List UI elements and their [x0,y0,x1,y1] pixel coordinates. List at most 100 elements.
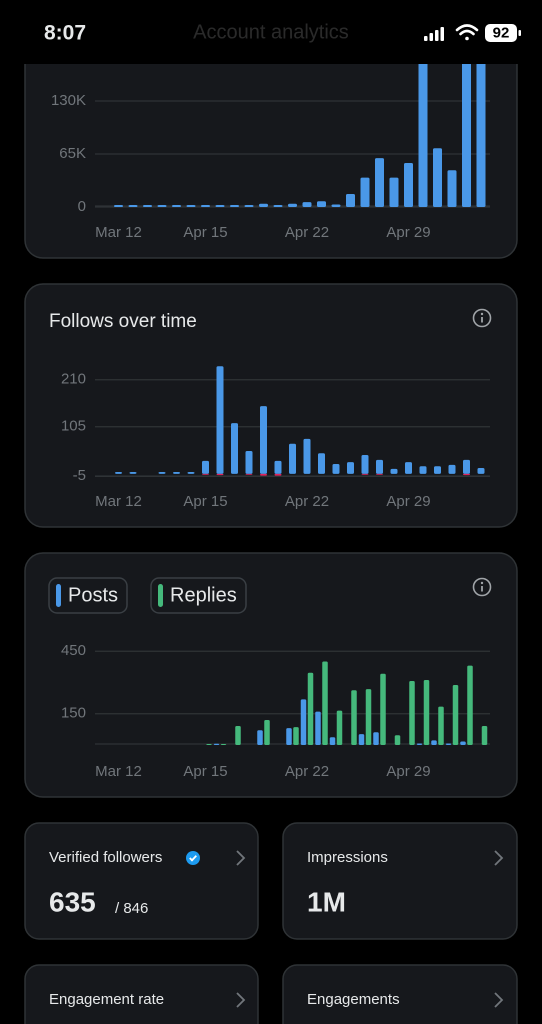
bar [418,48,428,207]
bar [244,204,254,207]
x-tick-label: Apr 22 [285,493,329,510]
bar [274,473,282,476]
bar [433,148,442,207]
legend-pill[interactable] [48,577,128,614]
verified-badge [186,851,200,865]
bar [220,743,227,745]
bar [245,473,253,475]
bar [448,464,456,474]
bar [230,204,239,207]
bar [361,454,369,474]
bar [416,743,423,745]
bar [376,459,383,474]
stat-label: Engagements [307,991,400,1008]
bar [216,366,224,474]
x-tick-label: Apr 29 [386,763,430,780]
bar [235,726,241,745]
bar [202,473,209,475]
bar [419,466,427,474]
x-tick-label: Apr 29 [386,493,430,510]
stat-card[interactable] [24,822,259,940]
bar [336,710,343,745]
battery-icon [485,24,517,42]
bar [361,473,369,475]
bar [273,204,283,207]
bar [300,699,307,745]
x-tick-label: Apr 15 [183,493,227,510]
bar [394,735,401,745]
bar [293,727,299,745]
legend-swatch [56,584,61,607]
stat-total: / 846 [115,900,148,917]
bar [173,472,180,474]
bar [329,737,336,745]
info-icon[interactable] [472,577,492,597]
chevron [494,992,504,1008]
battery-tip [518,30,521,36]
bar [481,726,488,745]
bar [187,472,195,474]
bar [365,689,372,745]
stat-label: Verified followers [49,849,162,866]
legend-swatch [158,584,163,607]
bar [431,740,437,745]
bar [274,460,282,474]
bar [172,204,181,207]
bar [477,467,485,474]
bar [245,450,253,474]
bar [405,462,412,474]
x-tick-label: Mar 12 [95,763,142,780]
x-tick-label: Apr 29 [386,224,430,241]
bar [452,685,459,745]
bar [346,193,355,207]
y-tick-label: -5 [73,467,86,484]
bar [115,472,122,474]
bar [476,48,486,207]
stat-card[interactable] [282,964,518,1024]
bar [303,438,311,474]
bar [376,473,383,475]
battery-level: 92 [493,24,510,41]
y-tick-label: 65K [59,145,86,162]
chevron [236,850,246,866]
wifi-icon [455,24,479,41]
bar [467,665,473,745]
x-tick-label: Mar 12 [95,493,142,510]
stat-card[interactable] [24,964,259,1024]
bar [434,466,441,474]
y-tick-label: 210 [61,371,86,388]
bar [288,203,297,207]
legend-label: Replies [170,584,237,606]
plots: 0 65K 130K Mar 12 Apr 15 Apr 22 Apr 29 -5 105 210… [48,48,490,780]
stat-card[interactable] [282,822,518,940]
legend-pill[interactable] [150,577,247,614]
clock: 8:07 [44,22,86,45]
bar [129,472,137,474]
bar [360,177,370,207]
y-tick-label: 105 [61,418,86,435]
bar [215,204,225,207]
bar [445,743,452,745]
bar [206,743,212,745]
bar [462,48,471,207]
bar [264,720,270,745]
stat-label: Engagement rate [49,991,164,1008]
bar [257,730,263,745]
bar [423,680,430,745]
bar [373,732,379,745]
bar [158,472,166,474]
bar [332,463,340,474]
bar [143,204,152,207]
bar [380,673,386,745]
info-icon[interactable] [472,308,492,328]
follows-card [24,283,518,528]
bar [463,459,470,474]
bar [404,162,413,207]
bar [463,473,470,476]
bar [302,202,312,207]
bar [259,203,268,207]
bar [286,728,292,745]
bar [289,443,296,474]
